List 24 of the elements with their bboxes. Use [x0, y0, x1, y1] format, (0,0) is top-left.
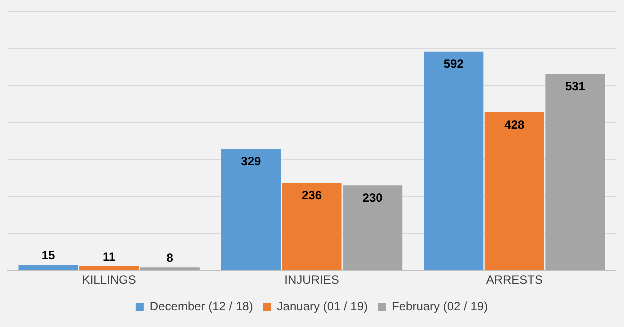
- data-label: 531: [565, 80, 586, 94]
- data-label: 236: [302, 188, 322, 203]
- bar: [80, 266, 140, 270]
- data-label: 230: [362, 190, 384, 205]
- data-label: 329: [241, 154, 262, 168]
- bar: [221, 149, 281, 270]
- bar: [18, 265, 78, 270]
- x-tick-label: KILLINGS: [82, 273, 136, 288]
- bar: [140, 268, 200, 270]
- legend-label: January (01 / 19): [277, 299, 368, 314]
- bar: [484, 112, 544, 270]
- x-tick-label: INJURIES: [284, 273, 340, 288]
- data-label: 592: [444, 57, 464, 72]
- data-label: 8: [166, 250, 174, 265]
- bar: [546, 74, 606, 270]
- x-tick-label: ARRESTS: [486, 273, 544, 288]
- data-label: 11: [102, 250, 116, 264]
- legend-label: February (02 / 19): [392, 299, 488, 314]
- bar: [343, 186, 403, 270]
- data-label: 428: [504, 118, 525, 132]
- data-label: 15: [42, 248, 56, 262]
- bar: [282, 183, 342, 270]
- legend-label: December (12 / 18): [150, 299, 254, 314]
- bar: [424, 52, 484, 270]
